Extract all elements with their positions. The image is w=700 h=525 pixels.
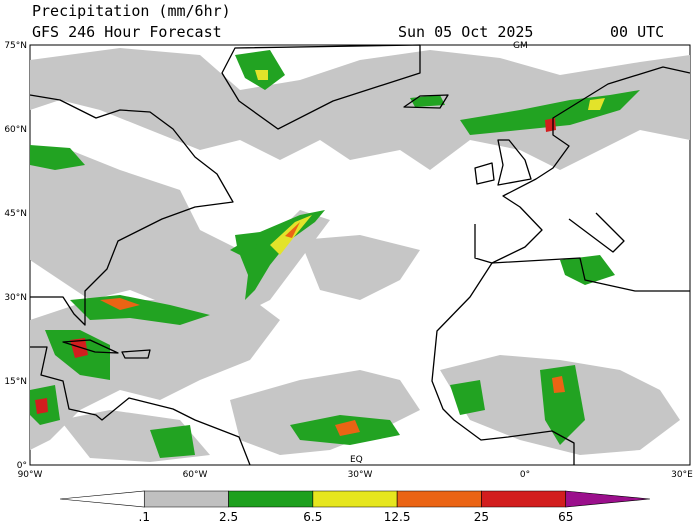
colorbar-segment bbox=[59, 490, 145, 508]
colorbar-segment bbox=[143, 490, 229, 508]
colorbar: .1 2.5 6.5 12.5 25 65 bbox=[59, 490, 651, 524]
colorbar-label: 65 bbox=[558, 510, 573, 524]
coastlines bbox=[29, 44, 691, 466]
lat-label: 30°N bbox=[4, 293, 27, 303]
lon-label: 90°W bbox=[18, 470, 43, 480]
lon-axis: 90°W 60°W 30°W 0° 30°E bbox=[18, 470, 694, 480]
colorbar-segment bbox=[312, 490, 398, 508]
precip-light bbox=[30, 48, 690, 462]
lon-label: 30°W bbox=[348, 470, 373, 480]
subtitle: GFS 246 Hour Forecast bbox=[32, 23, 222, 41]
lon-label: 30°E bbox=[671, 470, 693, 480]
colorbar-label: 2.5 bbox=[219, 510, 238, 524]
map: GM EQ bbox=[29, 41, 691, 466]
lat-axis: 75°N 60°N 45°N 30°N 15°N 0° bbox=[4, 41, 27, 471]
marker-label: EQ bbox=[350, 455, 363, 465]
lat-label: 0° bbox=[17, 461, 27, 471]
colorbar-segment bbox=[228, 490, 314, 508]
lat-label: 15°N bbox=[4, 377, 27, 387]
colorbar-label: 12.5 bbox=[384, 510, 411, 524]
colorbar-label: 25 bbox=[474, 510, 489, 524]
lat-label: 60°N bbox=[4, 125, 27, 135]
valid-date: Sun 05 Oct 2025 bbox=[398, 23, 533, 41]
colorbar-label: .1 bbox=[139, 510, 150, 524]
colorbar-segment bbox=[565, 490, 651, 508]
lat-label: 75°N bbox=[4, 41, 27, 51]
lon-label: 60°W bbox=[183, 470, 208, 480]
colorbar-label: 6.5 bbox=[303, 510, 322, 524]
title: Precipitation (mm/6hr) bbox=[32, 2, 231, 20]
precip-heavy bbox=[30, 50, 640, 458]
colorbar-segment bbox=[396, 490, 482, 508]
lat-label: 45°N bbox=[4, 209, 27, 219]
marker-label: GM bbox=[513, 41, 528, 51]
lon-label: 0° bbox=[520, 470, 530, 480]
valid-time: 00 UTC bbox=[610, 23, 664, 41]
colorbar-segment bbox=[481, 490, 567, 508]
